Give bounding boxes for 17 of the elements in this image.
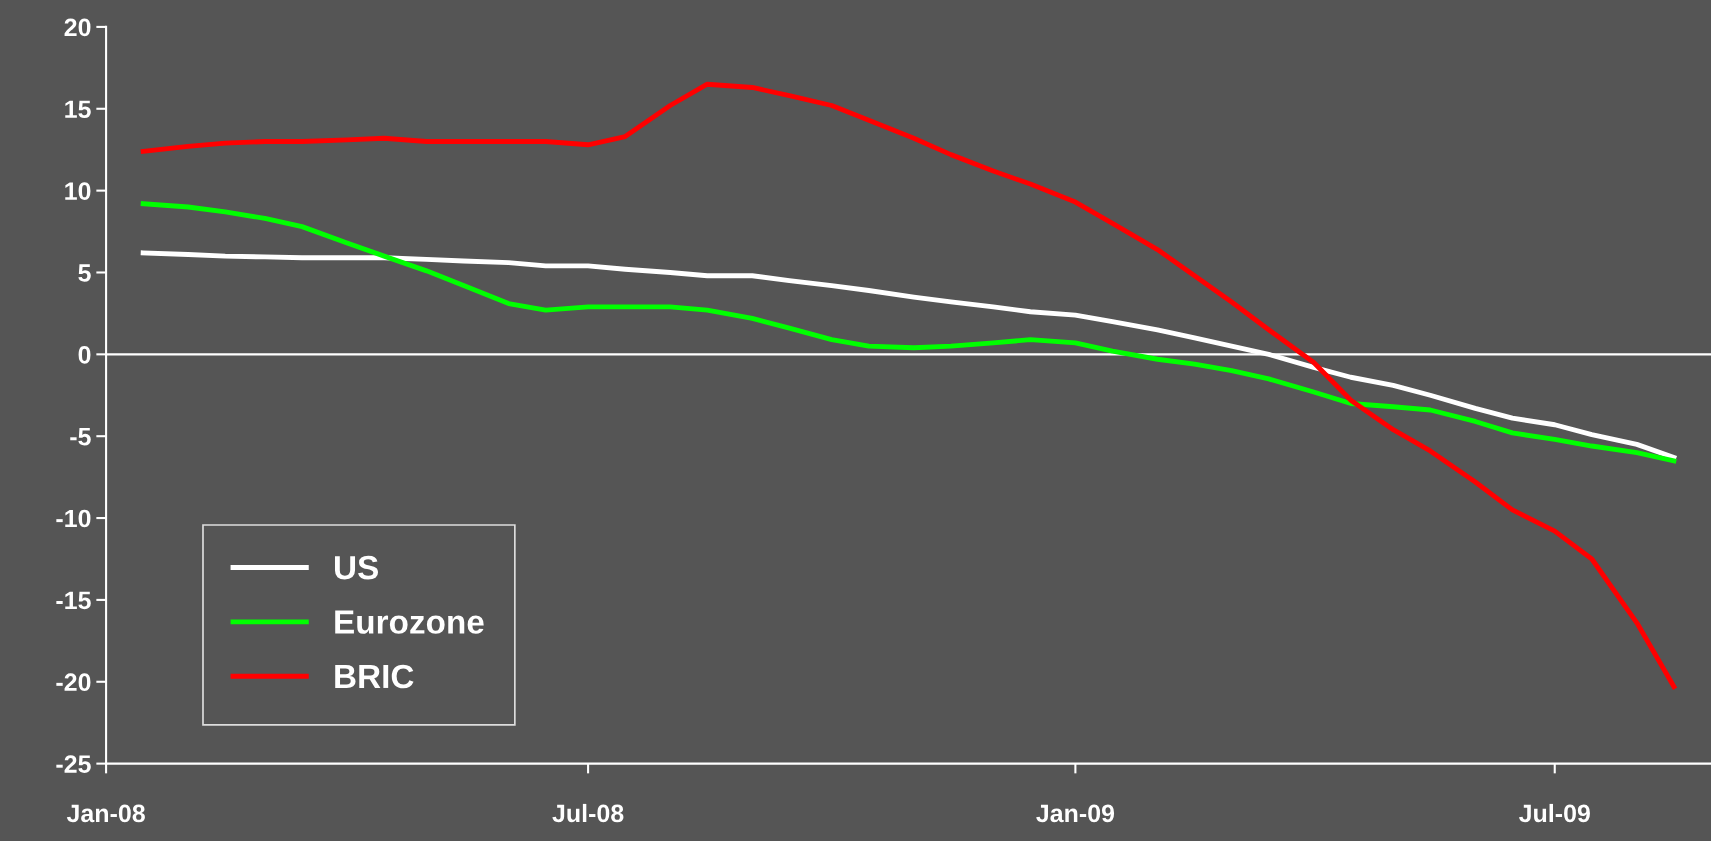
y-tick-label: -25 [56,755,91,773]
y-tick-label: 15 [65,100,91,119]
y-tick-label: 0 [78,345,91,364]
y-tick-label: -20 [56,673,91,692]
legend-label: Eurozone [335,610,484,634]
y-tick-label: -15 [56,591,91,610]
x-tick-label: Jul-09 [1519,803,1590,823]
x-tick-label: Jan-08 [66,804,145,823]
y-tick-label: 5 [78,264,91,282]
y-tick-label: 10 [65,182,91,200]
x-tick-label: Jul-08 [552,803,624,823]
y-tick-label: -5 [70,428,91,446]
x-tick-label: Jan-09 [1036,804,1115,823]
y-tick-label: -10 [56,509,91,528]
legend-label: US [334,555,378,580]
legend-label: BRIC [335,664,414,689]
y-tick-label: 20 [64,18,91,37]
